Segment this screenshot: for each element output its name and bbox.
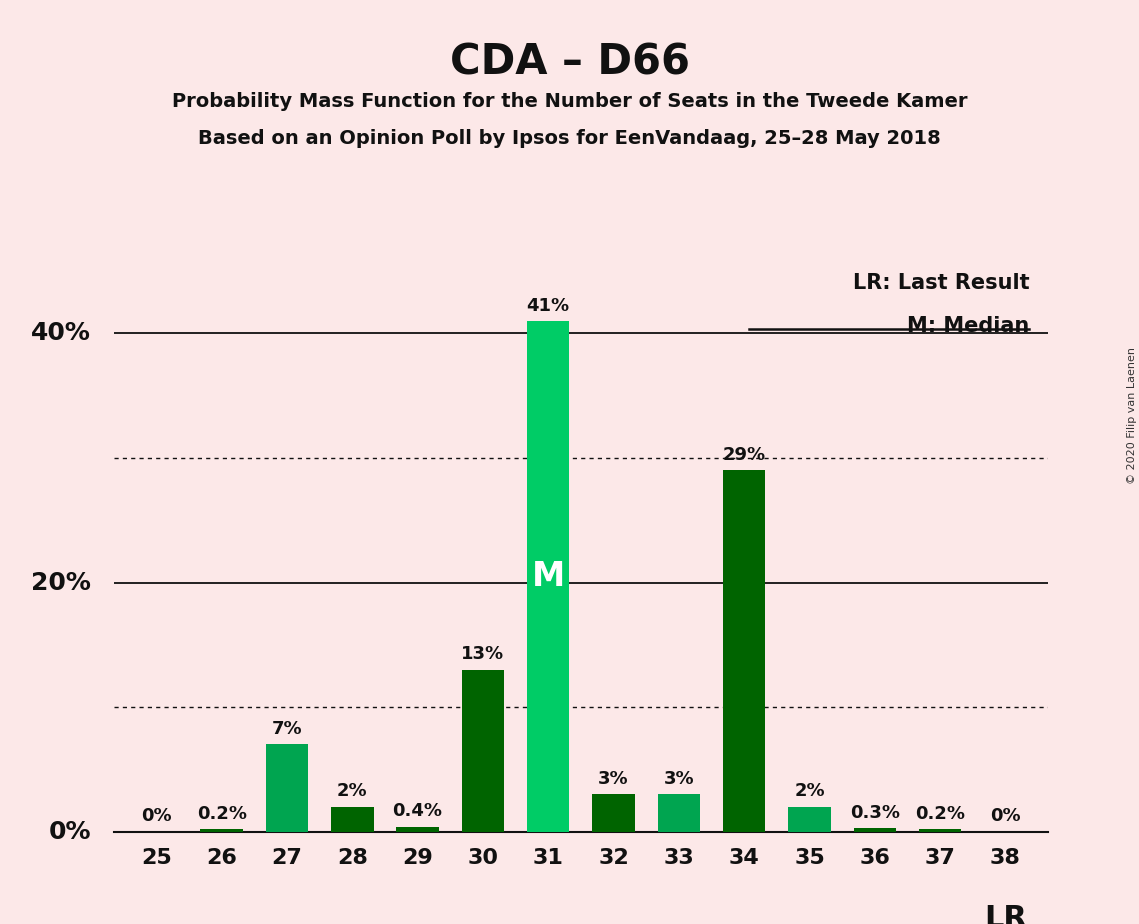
Bar	[788, 807, 830, 832]
Text: M: Median: M: Median	[907, 316, 1030, 336]
Text: 29%: 29%	[722, 446, 765, 464]
Text: 0%: 0%	[49, 820, 91, 844]
Text: 0.2%: 0.2%	[197, 805, 247, 823]
Text: © 2020 Filip van Laenen: © 2020 Filip van Laenen	[1126, 347, 1137, 484]
Text: 3%: 3%	[598, 770, 629, 788]
Text: 20%: 20%	[31, 570, 91, 594]
Text: 13%: 13%	[461, 646, 505, 663]
Text: Probability Mass Function for the Number of Seats in the Tweede Kamer: Probability Mass Function for the Number…	[172, 92, 967, 112]
Text: 2%: 2%	[794, 783, 825, 800]
Text: 0%: 0%	[141, 808, 172, 825]
Text: 0.3%: 0.3%	[850, 804, 900, 821]
Bar	[527, 321, 570, 832]
Text: 2%: 2%	[337, 783, 368, 800]
Text: 0%: 0%	[990, 808, 1021, 825]
Bar	[396, 827, 439, 832]
Text: 40%: 40%	[31, 322, 91, 346]
Text: 7%: 7%	[272, 720, 302, 738]
Bar	[657, 795, 700, 832]
Bar	[853, 828, 896, 832]
Bar	[200, 829, 243, 832]
Bar	[592, 795, 634, 832]
Bar	[265, 745, 309, 832]
Text: LR: Last Result: LR: Last Result	[853, 274, 1030, 293]
Bar	[331, 807, 374, 832]
Bar	[723, 470, 765, 832]
Text: 0.4%: 0.4%	[393, 802, 443, 821]
Bar	[461, 670, 505, 832]
Text: Based on an Opinion Poll by Ipsos for EenVandaag, 25–28 May 2018: Based on an Opinion Poll by Ipsos for Ee…	[198, 129, 941, 149]
Text: 41%: 41%	[526, 297, 570, 315]
Text: LR: LR	[984, 904, 1027, 924]
Text: CDA – D66: CDA – D66	[450, 42, 689, 83]
Text: 0.2%: 0.2%	[915, 805, 965, 823]
Text: M: M	[532, 560, 565, 593]
Bar	[919, 829, 961, 832]
Text: 3%: 3%	[664, 770, 694, 788]
